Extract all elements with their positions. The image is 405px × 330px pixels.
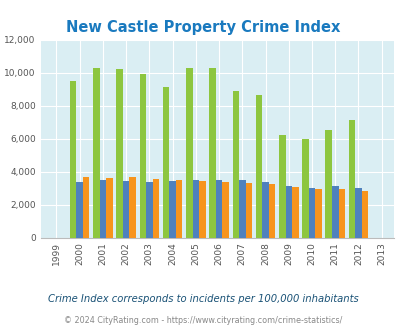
- Text: New Castle Property Crime Index: New Castle Property Crime Index: [66, 20, 339, 35]
- Bar: [315, 189, 321, 238]
- Bar: [232, 91, 239, 238]
- Bar: [262, 182, 268, 238]
- Bar: [175, 180, 182, 238]
- Bar: [361, 190, 367, 238]
- Bar: [354, 188, 361, 238]
- Text: © 2024 CityRating.com - https://www.cityrating.com/crime-statistics/: © 2024 CityRating.com - https://www.city…: [64, 316, 341, 325]
- Bar: [129, 178, 136, 238]
- Bar: [285, 186, 291, 238]
- Bar: [338, 189, 344, 238]
- Bar: [99, 180, 106, 238]
- Bar: [255, 95, 262, 238]
- Bar: [83, 178, 89, 238]
- Bar: [123, 181, 129, 238]
- Bar: [278, 135, 285, 238]
- Legend: New Castle, Indiana, National: New Castle, Indiana, National: [90, 326, 343, 330]
- Bar: [152, 179, 159, 238]
- Bar: [268, 184, 275, 238]
- Bar: [192, 180, 198, 238]
- Bar: [348, 120, 354, 238]
- Text: Crime Index corresponds to incidents per 100,000 inhabitants: Crime Index corresponds to incidents per…: [47, 294, 358, 304]
- Bar: [308, 188, 315, 238]
- Bar: [76, 182, 83, 238]
- Bar: [185, 68, 192, 238]
- Bar: [139, 74, 146, 238]
- Bar: [291, 187, 298, 238]
- Bar: [301, 139, 308, 238]
- Bar: [93, 69, 99, 238]
- Bar: [325, 130, 331, 238]
- Bar: [331, 185, 338, 238]
- Bar: [146, 182, 152, 238]
- Bar: [198, 181, 205, 238]
- Bar: [222, 182, 228, 238]
- Bar: [106, 178, 112, 238]
- Bar: [239, 180, 245, 238]
- Bar: [245, 183, 252, 238]
- Bar: [116, 69, 123, 238]
- Bar: [169, 181, 175, 238]
- Bar: [162, 87, 169, 238]
- Bar: [209, 69, 215, 238]
- Bar: [215, 180, 222, 238]
- Bar: [70, 81, 76, 238]
